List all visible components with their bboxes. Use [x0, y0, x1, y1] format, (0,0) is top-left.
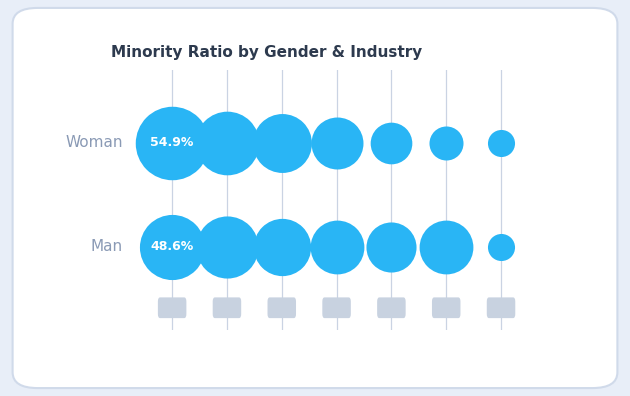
Point: [441, 140, 451, 146]
Text: Minority Ratio by Gender & Industry: Minority Ratio by Gender & Industry: [111, 45, 422, 59]
FancyBboxPatch shape: [377, 297, 406, 318]
Point: [386, 244, 396, 250]
FancyBboxPatch shape: [158, 297, 186, 318]
FancyBboxPatch shape: [323, 297, 351, 318]
Point: [441, 244, 451, 250]
FancyBboxPatch shape: [487, 297, 515, 318]
Point: [331, 244, 341, 250]
FancyBboxPatch shape: [213, 297, 241, 318]
Point: [167, 244, 177, 250]
Text: 48.6%: 48.6%: [151, 240, 194, 253]
Text: Man: Man: [91, 239, 123, 254]
Text: 54.9%: 54.9%: [151, 137, 194, 149]
Point: [496, 140, 506, 146]
FancyBboxPatch shape: [268, 297, 296, 318]
Point: [277, 244, 287, 250]
Text: Woman: Woman: [66, 135, 123, 150]
Point: [386, 140, 396, 146]
FancyBboxPatch shape: [13, 8, 617, 388]
Point: [331, 140, 341, 146]
Point: [496, 244, 506, 250]
FancyBboxPatch shape: [432, 297, 461, 318]
Point: [277, 140, 287, 146]
Point: [222, 244, 232, 250]
Point: [222, 140, 232, 146]
Point: [167, 140, 177, 146]
